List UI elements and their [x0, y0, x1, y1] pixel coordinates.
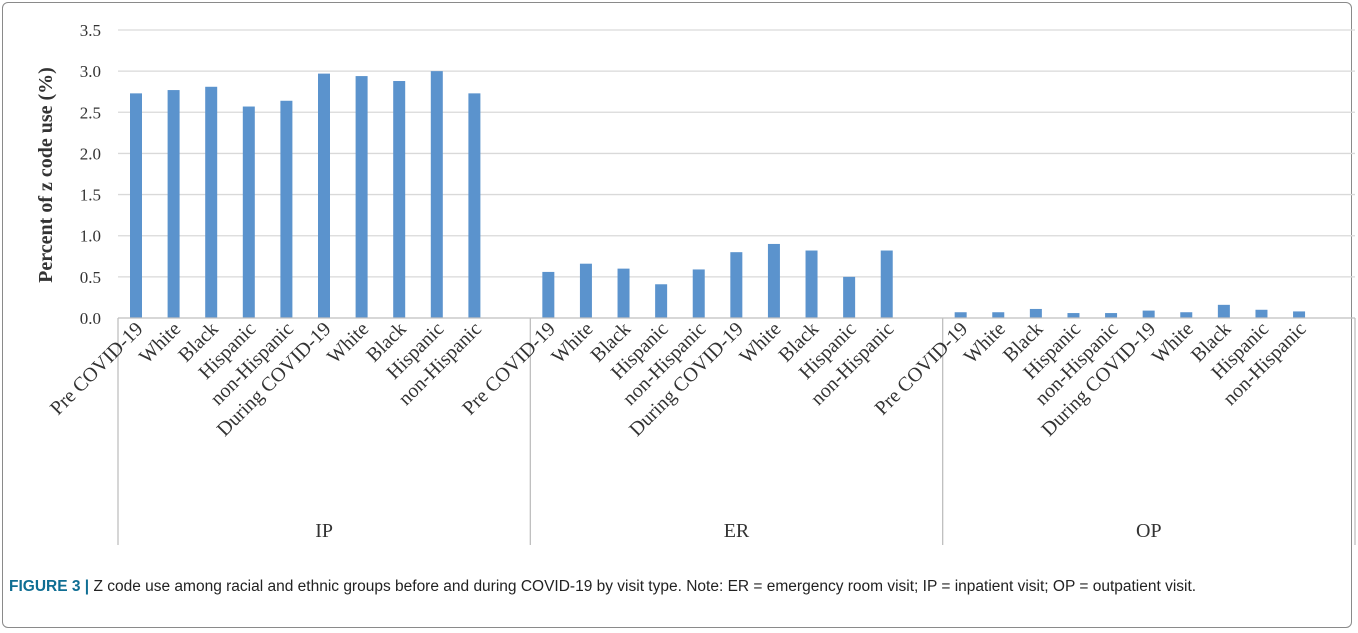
bar	[579, 263, 592, 318]
y-tick-label: 0.0	[80, 309, 101, 328]
bar	[655, 284, 668, 318]
group-label: IP	[315, 520, 333, 542]
x-category-label: Pre COVID-19	[46, 318, 148, 420]
figure-caption: FIGURE 3 | Z code use among racial and e…	[9, 576, 1329, 597]
group-label: ER	[724, 520, 750, 542]
bar	[468, 93, 481, 318]
bar	[1067, 313, 1080, 318]
bar	[318, 73, 330, 319]
bars	[130, 71, 1306, 319]
y-tick-label: 0.5	[80, 268, 101, 287]
x-category-label: White	[1148, 318, 1198, 368]
bar	[355, 76, 368, 318]
x-category-label: White	[547, 318, 597, 368]
bar	[843, 276, 856, 318]
bar	[130, 93, 142, 318]
bar	[393, 81, 406, 318]
bar	[430, 71, 443, 319]
caption-text: Z code use among racial and ethnic group…	[89, 578, 1197, 595]
x-category-label: White	[960, 318, 1010, 368]
bar	[992, 312, 1005, 318]
bar	[1029, 308, 1042, 318]
bar	[1255, 309, 1268, 318]
bar	[617, 268, 630, 318]
x-category-label: White	[735, 318, 785, 368]
y-tick-label: 1.0	[80, 227, 101, 246]
y-axis-title: Percent of z code use (%)	[35, 67, 57, 283]
bar	[954, 312, 967, 318]
bar	[805, 250, 818, 318]
bar	[167, 90, 180, 318]
bar	[880, 250, 893, 318]
x-group-labels: IP ER OP	[315, 520, 1161, 542]
x-category-labels: Pre COVID-19WhiteBlackHispanicnon-Hispan…	[46, 318, 1311, 441]
caption-label: FIGURE 3 |	[9, 578, 90, 595]
bar	[242, 106, 255, 318]
bar	[730, 252, 743, 318]
group-label: OP	[1136, 520, 1162, 542]
bar	[1105, 313, 1118, 318]
y-tick-label: 2.5	[80, 103, 101, 122]
y-tick-label: 2.0	[80, 144, 101, 163]
x-category-label: White	[135, 318, 185, 368]
bar	[1293, 311, 1306, 318]
bar	[205, 86, 218, 318]
axes	[117, 317, 1356, 545]
x-category-label: White	[323, 318, 373, 368]
y-tick-label: 1.5	[80, 186, 101, 205]
gridlines	[118, 29, 1355, 278]
bar	[767, 243, 780, 318]
bar	[1180, 312, 1193, 318]
bar	[280, 100, 293, 318]
bar	[542, 271, 555, 318]
bar	[1142, 310, 1155, 318]
y-tick-label: 3.0	[80, 62, 101, 81]
y-tick-label: 3.5	[80, 21, 101, 40]
bar	[1217, 304, 1230, 318]
bar-chart: 0.00.51.01.52.02.53.03.5 Pre COVID-19Whi…	[35, 21, 1356, 545]
y-tick-labels: 0.0 0.5 1.0 1.5 2.0 2.5 3.0 3.5	[80, 21, 101, 328]
bar	[692, 269, 705, 318]
